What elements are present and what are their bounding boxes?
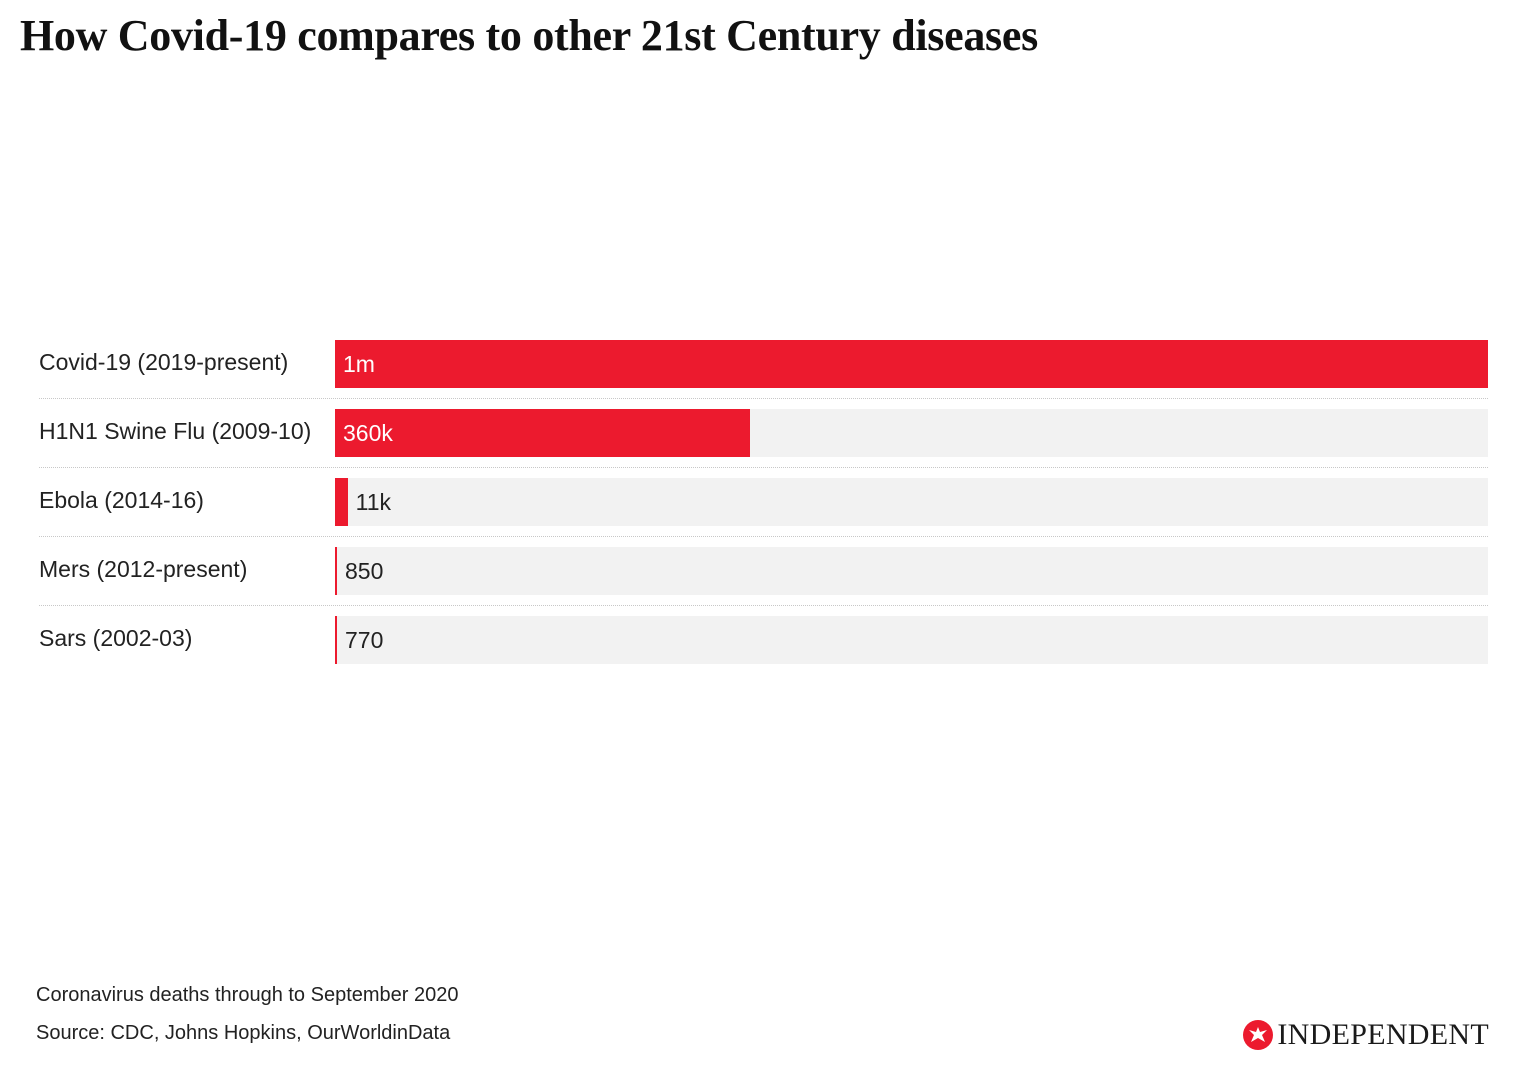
value-label: 850 xyxy=(345,558,384,584)
footnote: Coronavirus deaths through to September … xyxy=(36,984,459,1006)
bar-track xyxy=(335,616,1488,664)
value-label: 11k xyxy=(355,489,392,515)
value-label: 770 xyxy=(345,627,384,653)
brand-wordmark: INDEPENDENT xyxy=(1277,1018,1489,1051)
category-label: Sars (2002-03) xyxy=(39,625,193,651)
value-label: 360k xyxy=(343,420,393,446)
eagle-icon xyxy=(1243,1020,1274,1050)
row-divider xyxy=(39,467,1488,468)
category-label: Mers (2012-present) xyxy=(39,556,248,582)
bar xyxy=(335,340,1488,388)
bar xyxy=(335,409,751,457)
bar-track xyxy=(335,547,1488,595)
bar xyxy=(335,478,348,526)
bar-track xyxy=(335,478,1488,526)
value-label: 1m xyxy=(343,351,375,377)
bar xyxy=(335,616,337,664)
row-divider xyxy=(39,605,1488,606)
source-note: Source: CDC, Johns Hopkins, OurWorldinDa… xyxy=(36,1022,451,1044)
row-divider xyxy=(39,536,1488,537)
category-label: Ebola (2014-16) xyxy=(39,487,204,513)
category-label: H1N1 Swine Flu (2009-10) xyxy=(39,418,312,444)
independent-logo: INDEPENDENT xyxy=(1243,1018,1489,1052)
bar xyxy=(335,547,337,595)
chart-title: How Covid-19 compares to other 21st Cent… xyxy=(20,11,1038,60)
category-label: Covid-19 (2019-present) xyxy=(39,349,289,375)
row-divider xyxy=(39,398,1488,399)
